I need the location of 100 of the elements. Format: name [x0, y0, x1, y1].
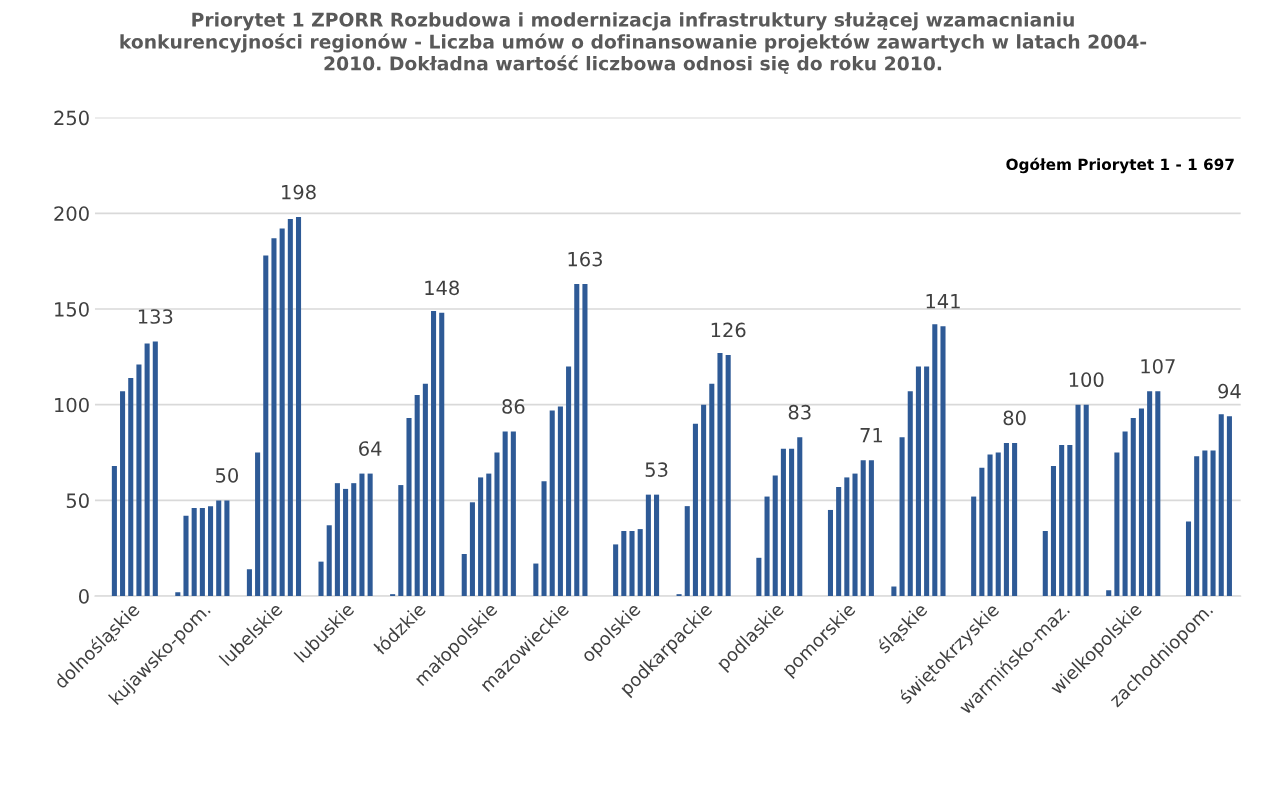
bar: [1210, 450, 1216, 597]
bar: [367, 473, 373, 597]
data-label: 163: [568, 251, 602, 267]
bar: [637, 529, 643, 597]
bar: [756, 557, 762, 597]
bar: [566, 366, 572, 597]
bar: [216, 500, 222, 597]
data-label: 107: [1141, 358, 1175, 374]
data-label: 86: [502, 399, 525, 414]
bar: [343, 488, 349, 597]
bar: [199, 508, 205, 597]
bar: [152, 341, 158, 597]
bar: [271, 238, 277, 597]
bar: [844, 477, 850, 597]
data-label: 126: [711, 322, 746, 338]
data-label: 198: [282, 184, 316, 200]
bar: [852, 473, 858, 597]
bar: [629, 531, 635, 597]
bar: [772, 475, 778, 597]
bar: [789, 448, 795, 597]
bar: [1202, 450, 1208, 597]
bar: [1106, 590, 1112, 597]
bar: [326, 525, 332, 597]
bar: [318, 561, 324, 597]
bar: [351, 483, 357, 597]
bar: [208, 506, 214, 597]
bar: [263, 255, 269, 597]
bar: [255, 452, 261, 597]
bar: [827, 509, 833, 597]
data-label: 141: [926, 294, 960, 309]
bar: [654, 494, 660, 597]
bar: [533, 563, 539, 597]
bar: [836, 486, 842, 597]
bar: [915, 366, 921, 597]
bar: [709, 383, 715, 597]
bar: [995, 452, 1001, 597]
bar: [1130, 418, 1136, 597]
data-label: 53: [645, 462, 668, 477]
bar: [924, 366, 930, 597]
bar: [461, 553, 467, 597]
bar: [645, 494, 651, 597]
bar: [224, 500, 230, 597]
bar: [860, 460, 866, 597]
bar: [1194, 456, 1200, 597]
bar: [899, 437, 905, 597]
bar: [183, 515, 189, 597]
bar: [1226, 416, 1232, 597]
bar: [431, 310, 437, 597]
y-tick-label: 200: [54, 206, 89, 221]
bar: [725, 354, 731, 597]
bar: [1122, 431, 1128, 597]
data-label: 100: [1069, 372, 1104, 388]
bar: [1218, 414, 1224, 597]
bar: [128, 377, 134, 597]
data-label: 133: [138, 309, 173, 324]
bar: [1147, 391, 1153, 597]
bar: [1185, 521, 1192, 597]
bar: [1050, 465, 1057, 597]
bar: [1075, 404, 1081, 597]
y-tick-label: 250: [54, 110, 89, 126]
bar: [1012, 442, 1018, 597]
bar: [494, 452, 500, 597]
data-label: 148: [425, 280, 459, 296]
bar: [549, 410, 555, 597]
bar: [510, 431, 516, 597]
bar: [684, 506, 690, 597]
bar: [295, 217, 302, 597]
bar: [692, 423, 698, 597]
bar: [891, 586, 897, 597]
bar: [136, 364, 142, 597]
bar: [414, 395, 420, 597]
bar: [246, 569, 252, 597]
y-tick-label: 50: [66, 493, 89, 509]
bar: [1067, 444, 1073, 597]
data-label: 94: [1218, 383, 1241, 399]
bar: [797, 437, 803, 597]
y-tick-label: 150: [55, 301, 89, 317]
bar: [359, 473, 365, 597]
bar: [717, 353, 723, 597]
bar: [1059, 444, 1065, 597]
bar: [279, 228, 285, 597]
bar: [574, 284, 580, 597]
bar: [780, 448, 786, 597]
bar: [979, 467, 985, 597]
y-tick-label: 0: [79, 589, 89, 604]
bar: [469, 502, 475, 597]
bar: [940, 326, 946, 597]
bar: [502, 431, 508, 597]
bar: [971, 496, 977, 597]
bar: [1138, 408, 1144, 597]
bar: [987, 454, 993, 597]
bar: [144, 343, 150, 597]
bar: [120, 391, 126, 597]
bar: [1155, 391, 1161, 597]
bar: [111, 465, 117, 597]
bar: [422, 383, 428, 597]
bar: [582, 284, 588, 597]
bar: [557, 406, 563, 597]
bar: [334, 483, 340, 597]
bar: [621, 531, 627, 597]
